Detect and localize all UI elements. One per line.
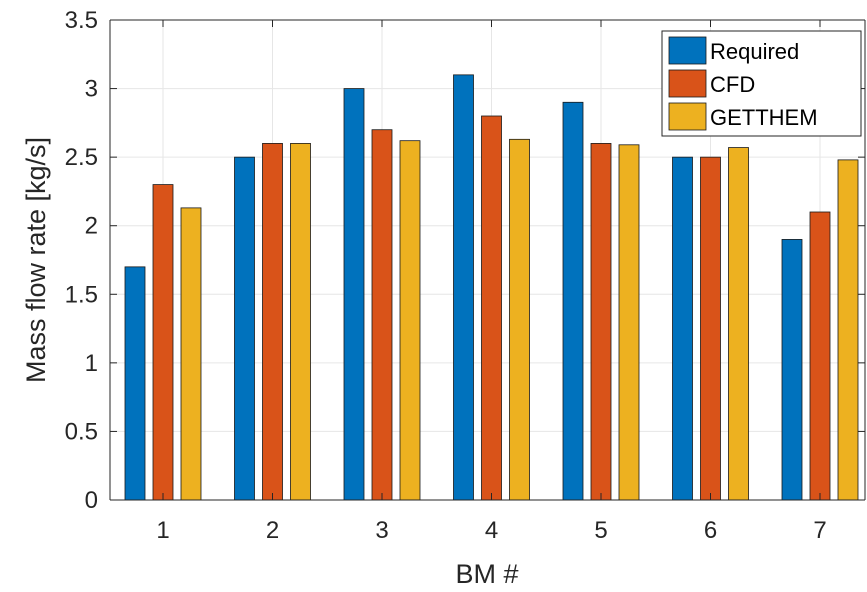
bar-getthem-5 — [618, 144, 640, 501]
legend-label-required: Required — [710, 39, 799, 64]
bar-cfd-5 — [590, 143, 612, 501]
x-tick-label: 4 — [485, 517, 498, 544]
bar-required-6 — [672, 156, 693, 501]
x-tick-labels: 1 2 3 4 5 6 7 — [156, 517, 826, 544]
bar-required-2 — [234, 156, 255, 501]
x-tick-label: 5 — [594, 517, 607, 544]
legend-swatch-cfd — [668, 69, 707, 98]
axes — [109, 19, 866, 501]
bar-cfd-1 — [152, 184, 174, 501]
y-tick-label: 3.5 — [65, 7, 98, 34]
legend-swatch-getthem — [668, 102, 707, 131]
bar-getthem-6 — [728, 147, 749, 501]
x-tick-label: 7 — [813, 517, 826, 544]
x-tick-label: 2 — [266, 517, 279, 544]
x-tick-label: 6 — [704, 517, 717, 544]
bar-cfd-7 — [809, 211, 831, 501]
bar-getthem-2 — [290, 143, 311, 501]
y-axis-label: Mass flow rate [kg/s] — [21, 137, 51, 383]
legend-label-getthem: GETTHEM — [710, 105, 818, 130]
y-tick-label: 0.5 — [65, 418, 98, 445]
bar-required-1 — [124, 266, 146, 501]
y-tick-label: 2 — [85, 213, 98, 240]
legend-swatch-required — [668, 36, 707, 65]
x-axis-label: BM # — [455, 559, 518, 589]
bar-getthem-7 — [837, 159, 859, 501]
bar-required-3 — [343, 88, 365, 501]
legend-label-cfd: CFD — [710, 72, 755, 97]
legend: Required CFD GETTHEM — [661, 30, 862, 137]
bar-cfd-3 — [371, 129, 393, 501]
y-tick-label: 1 — [85, 350, 98, 377]
x-tick-label: 3 — [375, 517, 388, 544]
bar-required-5 — [562, 101, 584, 501]
y-tick-label: 1.5 — [65, 281, 98, 308]
y-tick-label: 3 — [85, 76, 98, 103]
bar-cfd-2 — [262, 143, 283, 501]
bar-cfd-4 — [481, 115, 502, 501]
bar-getthem-4 — [509, 138, 530, 501]
y-tick-labels: 0 0.5 1 1.5 2 2.5 3 3.5 — [65, 7, 98, 514]
bar-getthem-1 — [180, 207, 202, 501]
bars — [124, 74, 859, 501]
bar-getthem-3 — [399, 140, 421, 501]
bar-required-7 — [781, 239, 803, 501]
x-tick-label: 1 — [156, 517, 169, 544]
bar-cfd-6 — [700, 156, 721, 501]
y-tick-label: 2.5 — [65, 144, 98, 171]
y-tick-label: 0 — [85, 487, 98, 514]
bar-required-4 — [453, 74, 474, 501]
